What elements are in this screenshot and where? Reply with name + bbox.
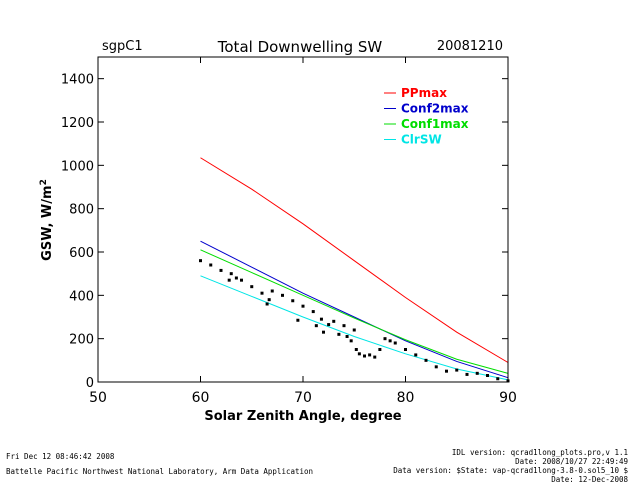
data-point <box>465 372 469 376</box>
series-group <box>199 157 510 383</box>
footer-version-line: IDL version: qcrad1long_plots.pro,v 1.1 <box>451 448 628 457</box>
series-line-conf1max <box>200 249 509 374</box>
data-point <box>332 319 336 323</box>
data-point <box>337 332 341 336</box>
data-point <box>265 302 269 306</box>
data-point <box>227 278 231 282</box>
data-point <box>291 299 295 303</box>
legend-label: Conf1max <box>401 117 469 131</box>
data-point <box>345 335 349 338</box>
data-point <box>383 337 387 341</box>
data-point <box>354 348 358 351</box>
plot-frame <box>97 56 509 383</box>
data-point <box>357 352 361 356</box>
data-point <box>455 368 459 372</box>
data-point <box>270 289 274 293</box>
data-point <box>434 365 438 369</box>
data-point <box>388 339 392 343</box>
y-axis-label: GSW, W/m2 <box>39 179 55 261</box>
data-point <box>319 317 323 321</box>
x-axis-label: Solar Zenith Angle, degree <box>204 409 401 424</box>
data-point <box>349 339 353 343</box>
data-point <box>267 298 271 302</box>
data-point <box>260 291 264 295</box>
data-point <box>486 374 489 377</box>
data-point <box>352 328 356 332</box>
series-line-conf2max <box>200 240 509 379</box>
x-tick-label: 80 <box>397 390 415 406</box>
data-point <box>301 304 305 308</box>
data-point <box>445 369 448 373</box>
data-point <box>209 263 213 267</box>
data-point <box>363 354 366 358</box>
data-point <box>219 268 223 272</box>
legend-label: ClrSW <box>401 133 442 147</box>
footer-version-line: Data version: $State: vap-qcrad1long-3.8… <box>393 466 628 475</box>
legend-label: Conf2max <box>401 102 469 116</box>
data-point <box>368 353 372 357</box>
y-tick-label: 1400 <box>61 73 94 88</box>
data-point <box>296 318 300 322</box>
y-tick-label: 400 <box>69 289 94 304</box>
legend-label: PPmax <box>401 86 447 100</box>
series-line-clrsw <box>200 275 509 381</box>
data-point <box>250 285 254 289</box>
data-point <box>342 324 346 328</box>
data-point <box>393 341 397 345</box>
y-tick-label: 200 <box>69 333 94 348</box>
x-tick-label: 60 <box>192 390 210 406</box>
series-line-ppmax <box>200 157 509 363</box>
data-point <box>327 323 331 327</box>
data-point <box>311 310 315 314</box>
footer-credit: Battelle Pacific Northwest National Labo… <box>6 467 314 476</box>
data-point <box>414 353 418 357</box>
footer-timestamp: Fri Dec 12 08:46:42 2008 <box>6 452 115 461</box>
data-point <box>373 355 377 359</box>
y-tick-label: 800 <box>69 203 94 218</box>
data-point <box>234 276 238 280</box>
footer-version-info: IDL version: qcrad1long_plots.pro,v 1.1 D… <box>393 448 628 484</box>
data-point <box>475 371 479 375</box>
data-point <box>322 330 325 334</box>
x-tick-label: 50 <box>89 390 107 406</box>
header-right: 20081210 <box>437 39 503 54</box>
data-point <box>314 324 318 328</box>
data-point <box>229 272 233 276</box>
chart-title: Total Downwelling SW <box>217 38 383 56</box>
data-point <box>281 293 284 297</box>
data-point <box>496 377 500 381</box>
x-tick-label: 70 <box>294 390 312 406</box>
y-axis-label-sup: 2 <box>39 179 49 185</box>
data-point <box>240 278 243 282</box>
footer-version-line: Date: 2008/10/27 22:49:49 <box>515 457 628 466</box>
data-point <box>404 348 407 351</box>
data-point <box>199 259 202 263</box>
y-tick-label: 600 <box>69 246 94 261</box>
data-point <box>378 348 382 351</box>
y-tick-label: 1000 <box>61 159 94 174</box>
y-axis-label-text: GSW, W/m <box>40 185 55 260</box>
data-point <box>424 358 428 362</box>
axis-ticks: 50 60 70 80 90 0 200 400 600 800 1000 1200 1400 <box>61 57 517 406</box>
x-tick-label: 90 <box>499 390 517 406</box>
y-tick-label: 1200 <box>61 116 94 131</box>
header-left: sgpC1 <box>102 39 143 54</box>
y-tick-label: 0 <box>86 376 94 391</box>
